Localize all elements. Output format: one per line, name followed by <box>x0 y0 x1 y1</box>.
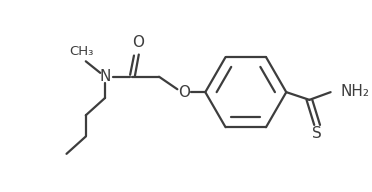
Text: CH₃: CH₃ <box>70 45 94 58</box>
Text: O: O <box>132 36 144 50</box>
Text: NH₂: NH₂ <box>340 84 369 99</box>
Text: N: N <box>99 69 111 84</box>
Text: S: S <box>312 126 322 141</box>
Text: O: O <box>178 85 190 100</box>
